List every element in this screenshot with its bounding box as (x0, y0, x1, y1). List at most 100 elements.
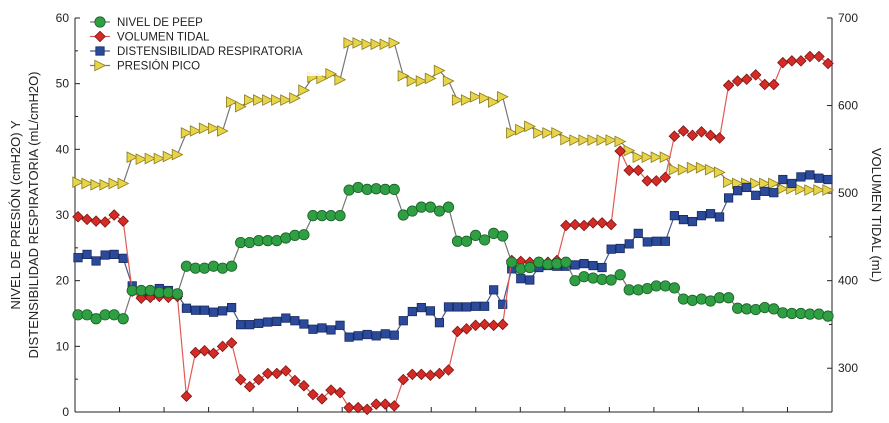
data-point (216, 262, 229, 274)
data-point (198, 122, 211, 135)
data-point (216, 340, 229, 353)
data-point (415, 368, 428, 381)
data-point (334, 73, 347, 86)
right-tick-label: 700 (838, 11, 858, 25)
data-point (443, 302, 454, 312)
data-point (91, 256, 101, 266)
data-point (379, 38, 392, 51)
data-point (207, 260, 220, 272)
data-point (289, 374, 301, 387)
data-point (352, 401, 364, 414)
data-point (226, 260, 238, 272)
data-point (361, 38, 374, 51)
data-point (479, 234, 491, 246)
data-point (217, 306, 228, 316)
data-point (605, 218, 617, 231)
data-point (433, 64, 446, 77)
data-point (650, 175, 663, 187)
data-point (651, 236, 661, 246)
data-point (316, 393, 328, 405)
data-point (786, 55, 798, 67)
data-point (659, 280, 671, 292)
data-point (307, 388, 319, 401)
data-point (678, 214, 689, 225)
data-point (326, 325, 336, 335)
data-point (451, 325, 464, 338)
data-point (686, 129, 699, 142)
data-point (371, 331, 381, 341)
data-point (587, 134, 600, 146)
data-point (424, 72, 437, 85)
data-point (533, 127, 545, 139)
data-point (624, 239, 634, 249)
data-point (334, 210, 346, 222)
data-point (813, 308, 825, 320)
data-point (290, 316, 300, 326)
right-tick-label: 600 (838, 99, 858, 113)
data-point (597, 262, 607, 273)
data-point (388, 37, 401, 49)
data-point (469, 90, 482, 103)
data-point (244, 94, 256, 106)
data-point (578, 219, 590, 232)
data-point (380, 329, 390, 339)
data-point (397, 373, 410, 386)
data-point (578, 134, 591, 146)
data-point (442, 75, 455, 87)
data-point (732, 177, 744, 190)
data-point (713, 166, 726, 179)
data-point (515, 123, 527, 136)
data-point (325, 384, 337, 396)
data-point (497, 90, 509, 103)
data-point (713, 132, 726, 144)
data-point (632, 164, 645, 177)
data-point (722, 79, 735, 92)
right-tick-label: 400 (838, 274, 858, 288)
left-tick-label: 20 (56, 274, 70, 288)
data-point (822, 184, 835, 196)
data-point (433, 367, 446, 380)
data-point (668, 163, 681, 176)
data-point (298, 84, 310, 97)
data-point (189, 346, 202, 359)
data-point (587, 217, 599, 229)
data-point (235, 100, 247, 113)
legend-marker (94, 30, 106, 43)
data-point (406, 368, 419, 381)
y-axis-title-right: VOLUMEN TIDAL (mL) (869, 148, 884, 282)
data-point (388, 183, 400, 195)
left-tick-label: 10 (56, 339, 70, 353)
legend-background (87, 14, 322, 76)
data-point (361, 403, 373, 416)
data-point (198, 344, 211, 357)
data-point (108, 177, 121, 190)
data-point (733, 186, 743, 196)
data-point (389, 330, 399, 340)
data-point (370, 398, 382, 410)
data-point (280, 365, 292, 377)
data-point (117, 313, 129, 325)
data-point (524, 120, 536, 133)
data-point (560, 133, 573, 146)
data-point (516, 274, 526, 284)
series-line-1 (77, 55, 829, 411)
data-point (280, 94, 292, 106)
data-point (162, 150, 175, 163)
data-point (262, 94, 274, 106)
data-point (344, 332, 354, 342)
data-point (216, 125, 229, 137)
data-point (90, 215, 102, 227)
left-tick-label: 0 (62, 405, 69, 418)
data-point (704, 163, 717, 176)
data-point (181, 303, 192, 313)
data-point (470, 301, 481, 311)
data-point (424, 369, 437, 381)
data-point (82, 249, 92, 259)
data-point (100, 250, 110, 260)
data-point (769, 188, 779, 198)
data-point (686, 161, 699, 174)
data-point (434, 318, 445, 328)
data-point (695, 161, 708, 174)
data-point (325, 67, 338, 80)
